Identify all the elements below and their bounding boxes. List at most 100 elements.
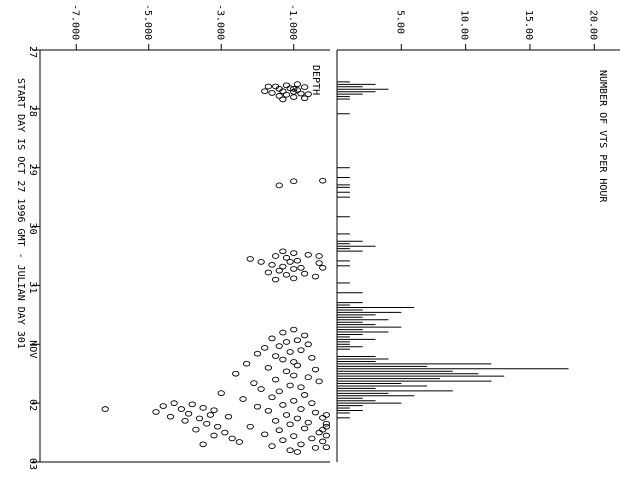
event-point: [275, 427, 283, 434]
event-point: [308, 354, 316, 361]
event-point: [199, 441, 207, 448]
event-point: [170, 400, 178, 406]
event-point: [290, 88, 298, 95]
event-point: [279, 437, 287, 444]
event-point: [210, 407, 218, 414]
event-point: [271, 253, 280, 259]
event-point: [322, 444, 331, 451]
event-point: [304, 374, 312, 381]
event-point: [166, 413, 175, 420]
event-point: [188, 401, 196, 408]
event-point: [286, 349, 294, 355]
event-point: [246, 423, 254, 430]
event-point: [322, 432, 331, 439]
event-point: [253, 350, 262, 357]
event-point: [319, 264, 327, 271]
event-point: [235, 439, 244, 445]
time-tick-label: 31: [27, 281, 38, 293]
event-point: [268, 443, 276, 449]
event-point: [304, 91, 312, 97]
event-point: [275, 267, 283, 274]
depth-tick-label: -7.000: [69, 4, 80, 40]
event-point: [308, 400, 316, 406]
event-point: [195, 415, 204, 422]
event-point: [224, 413, 233, 420]
event-point: [293, 362, 302, 369]
event-point: [250, 380, 258, 386]
event-point: [293, 415, 302, 422]
event-point: [210, 432, 218, 439]
event-point: [293, 337, 302, 344]
event-point: [275, 343, 283, 349]
hist-tick-label: 20.00: [587, 10, 598, 40]
event-point: [282, 339, 291, 345]
event-point: [221, 429, 229, 436]
event-point: [271, 376, 280, 383]
event-point: [282, 271, 291, 278]
event-point: [290, 372, 298, 379]
event-point: [304, 251, 312, 258]
event-point: [242, 360, 251, 367]
event-point: [279, 248, 287, 255]
depth-tick-label: -1.000: [287, 4, 298, 40]
event-point: [311, 366, 320, 373]
event-point: [290, 359, 298, 365]
event-point: [315, 253, 323, 259]
event-point: [184, 410, 193, 417]
time-tick-label: 29: [27, 164, 38, 176]
event-point: [290, 397, 298, 404]
event-point: [282, 91, 291, 98]
event-point: [203, 420, 211, 427]
event-point: [268, 394, 276, 401]
event-point: [271, 417, 280, 424]
event-point: [264, 269, 273, 276]
event-point: [286, 259, 294, 265]
event-point: [275, 388, 283, 395]
event-point: [213, 423, 222, 430]
event-point: [290, 275, 298, 282]
event-point: [319, 438, 327, 445]
event-point: [319, 177, 327, 184]
event-point: [264, 407, 273, 414]
event-point: [297, 441, 305, 448]
event-point: [268, 261, 276, 268]
event-point: [304, 419, 312, 426]
depth-tick-label: -5.000: [142, 4, 153, 40]
event-point: [290, 326, 298, 333]
event-point: [257, 259, 265, 265]
event-point: [290, 433, 298, 439]
event-point: [268, 335, 276, 342]
event-point: [293, 257, 302, 264]
event-point: [181, 417, 189, 424]
event-point: [253, 403, 262, 410]
hist-tick-label: 5.00: [394, 10, 405, 34]
event-point: [286, 447, 294, 454]
event-point: [279, 329, 287, 336]
event-point: [159, 403, 167, 409]
event-point: [206, 412, 215, 418]
event-point: [264, 83, 273, 90]
event-point: [315, 378, 323, 385]
time-tick-label: 02: [27, 399, 38, 411]
event-point: [290, 266, 298, 272]
hist-tick-label: 15.00: [523, 10, 534, 40]
event-point: [101, 406, 109, 412]
event-point: [275, 93, 283, 99]
time-tick-label: 30: [27, 223, 38, 235]
event-point: [261, 88, 269, 95]
event-point: [261, 431, 269, 438]
depth-scatter: [101, 81, 331, 455]
event-point: [152, 409, 160, 415]
event-point: [304, 341, 312, 348]
event-point: [279, 88, 287, 95]
event-point: [177, 406, 186, 412]
event-point: [290, 250, 298, 256]
event-point: [282, 82, 291, 89]
event-point: [297, 264, 305, 271]
event-point: [319, 415, 327, 421]
event-point: [290, 178, 298, 185]
event-point: [293, 81, 302, 87]
event-point: [275, 182, 283, 189]
event-point: [246, 256, 254, 262]
event-point: [264, 364, 273, 371]
